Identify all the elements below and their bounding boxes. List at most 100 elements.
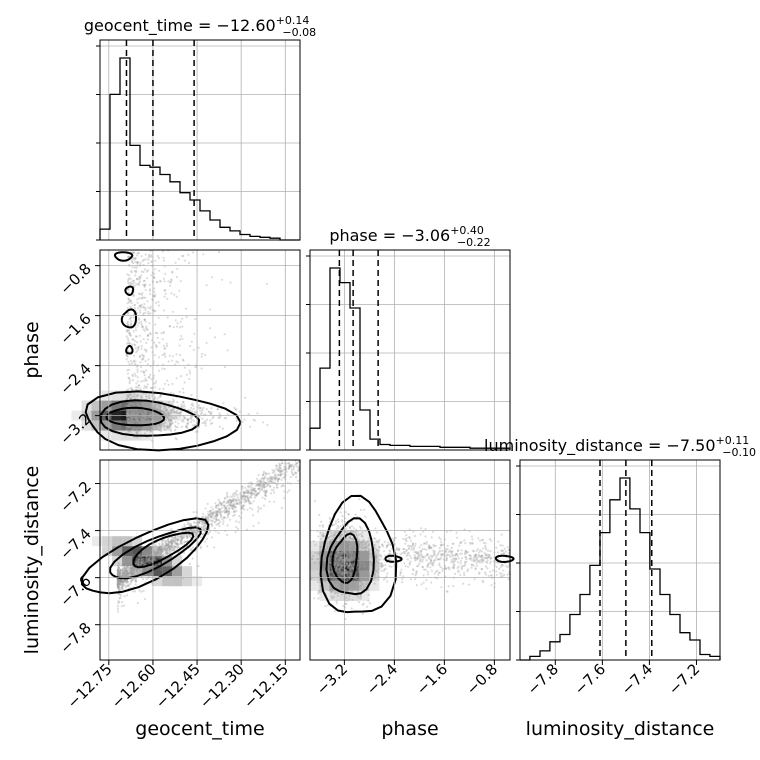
sample-point xyxy=(171,310,174,313)
sample-point xyxy=(132,403,135,406)
sample-point xyxy=(130,417,134,420)
sample-point xyxy=(128,342,131,345)
sample-point xyxy=(137,404,140,407)
sample-point xyxy=(130,403,133,406)
sample-point xyxy=(289,475,292,479)
sample-point xyxy=(132,568,135,571)
sample-point xyxy=(131,427,134,430)
sample-point xyxy=(133,416,136,419)
density-cell xyxy=(132,546,143,557)
sample-point xyxy=(139,417,142,420)
sample-point xyxy=(136,376,139,379)
sample-point xyxy=(143,568,147,571)
sample-point xyxy=(383,550,386,553)
sample-point xyxy=(251,508,254,511)
sample-point xyxy=(168,541,171,544)
sample-point xyxy=(125,594,129,597)
sample-point xyxy=(204,540,207,543)
sample-point xyxy=(128,568,131,571)
sample-point xyxy=(150,415,153,419)
sample-point xyxy=(154,344,157,347)
sample-point xyxy=(128,378,131,381)
sample-point xyxy=(172,549,175,552)
sample-point xyxy=(326,547,329,550)
sample-point xyxy=(432,564,435,567)
sample-point xyxy=(130,409,133,412)
sample-point xyxy=(163,367,166,371)
sample-point xyxy=(166,416,169,419)
density-cell xyxy=(121,430,132,441)
sample-point xyxy=(127,413,130,416)
sample-point xyxy=(159,416,162,420)
sample-point xyxy=(223,366,226,369)
sample-point xyxy=(149,373,152,376)
sample-point xyxy=(260,480,263,483)
sample-point xyxy=(155,408,158,411)
sample-point xyxy=(367,565,370,569)
sample-point xyxy=(469,557,472,560)
sample-point xyxy=(263,504,266,507)
sample-point xyxy=(138,403,141,406)
sample-point xyxy=(503,573,506,577)
sample-point xyxy=(132,422,135,425)
sample-point xyxy=(129,409,132,412)
sample-point xyxy=(146,419,149,422)
sample-point xyxy=(132,412,135,415)
sample-point xyxy=(485,561,488,564)
sample-point xyxy=(273,500,276,503)
sample-point xyxy=(470,563,473,566)
sample-point xyxy=(358,497,361,501)
sample-point xyxy=(137,348,140,351)
sample-point xyxy=(150,545,153,548)
sample-point xyxy=(145,403,148,406)
sample-point xyxy=(132,256,135,260)
sample-point xyxy=(202,528,206,531)
sample-point xyxy=(190,418,193,421)
sample-point xyxy=(163,424,166,427)
sample-point xyxy=(378,549,381,552)
sample-point xyxy=(176,539,179,542)
sample-point xyxy=(378,568,381,571)
sample-point xyxy=(271,469,274,472)
sample-point xyxy=(217,498,220,501)
sample-point xyxy=(163,289,166,292)
sample-point xyxy=(170,292,173,295)
sample-point xyxy=(280,470,283,473)
sample-point xyxy=(209,422,213,425)
sample-point xyxy=(215,519,218,522)
sample-point xyxy=(140,412,144,415)
sample-point xyxy=(409,539,412,543)
sample-point xyxy=(181,537,184,540)
sample-point xyxy=(258,483,261,486)
sample-point xyxy=(129,422,132,425)
sample-point xyxy=(139,402,142,405)
sample-point xyxy=(134,580,137,583)
sample-point xyxy=(135,418,138,421)
sample-point xyxy=(174,545,177,548)
sample-point xyxy=(359,508,362,512)
sample-point xyxy=(129,393,132,396)
sample-point xyxy=(137,411,140,414)
sample-point xyxy=(137,412,140,415)
sample-point xyxy=(134,578,137,581)
sample-point xyxy=(136,324,139,327)
sample-point xyxy=(130,320,133,323)
sample-point xyxy=(285,462,288,465)
sample-point xyxy=(168,324,172,328)
sample-point xyxy=(127,421,130,424)
sample-point xyxy=(126,417,130,420)
sample-point xyxy=(430,569,433,572)
sample-point xyxy=(135,417,138,420)
sample-point xyxy=(126,322,129,325)
sample-point xyxy=(192,419,195,422)
sample-point xyxy=(366,568,369,571)
sample-point xyxy=(126,395,129,398)
sample-point xyxy=(223,417,226,420)
sample-point xyxy=(137,417,140,420)
sample-point xyxy=(275,486,278,489)
sample-point xyxy=(471,549,474,552)
sample-point xyxy=(209,515,213,518)
sample-point xyxy=(241,485,244,488)
sample-point xyxy=(331,571,334,574)
sample-point xyxy=(259,485,262,488)
